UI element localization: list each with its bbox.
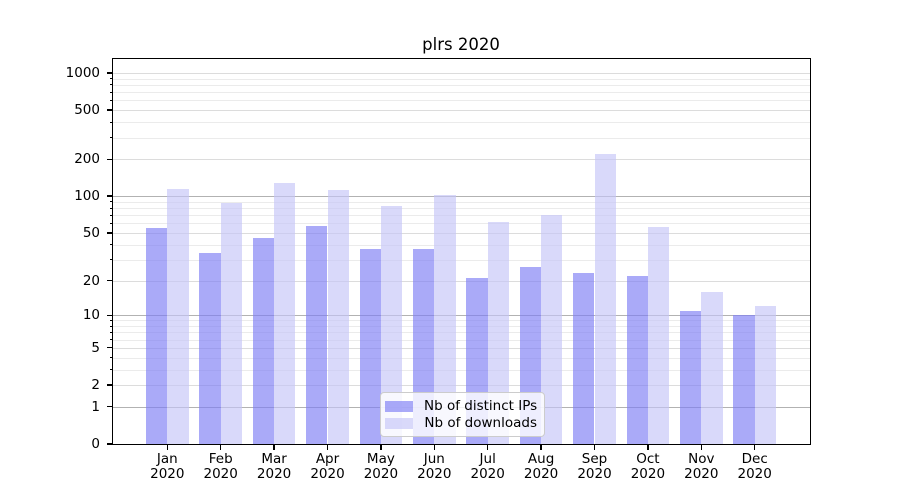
gridline-minor-9 — [113, 320, 810, 322]
x-tick-label-jun: Jun 2020 — [417, 451, 452, 482]
x-tickmark-jul — [487, 445, 489, 450]
gridline-minor-4 — [113, 357, 810, 359]
bar-distinct-ips-nov — [679, 310, 702, 444]
gridline-minor-600 — [113, 100, 810, 102]
bar-distinct-ips-jan — [145, 227, 168, 444]
bar-downloads-jul — [487, 222, 510, 444]
x-tickmark-may — [380, 445, 382, 450]
gridline-20 — [113, 280, 810, 282]
x-tick-label-nov: Nov 2020 — [684, 451, 719, 482]
legend: Nb of distinct IPs Nb of downloads — [380, 392, 545, 437]
bar-distinct-ips-sep — [573, 273, 595, 444]
y-tick-label-20: 20 — [82, 272, 100, 289]
gridline-minor-700 — [113, 92, 810, 94]
bar-distinct-ips-apr — [306, 225, 328, 444]
y-tick-label-50: 50 — [82, 224, 100, 241]
x-tickmark-oct — [647, 445, 649, 450]
legend-label-distinct-ips: Nb of distinct IPs — [424, 398, 538, 414]
gridline-500 — [113, 110, 810, 112]
y-tick-label-10: 10 — [82, 307, 100, 324]
x-tick-label-oct: Oct 2020 — [630, 451, 666, 482]
gridline-minor-3 — [113, 369, 810, 371]
x-tick-label-jan: Jan 2020 — [150, 451, 185, 482]
bar-downloads-mar — [274, 182, 296, 444]
gridline-minor-60 — [113, 223, 810, 225]
bar-downloads-oct — [647, 226, 670, 444]
bar-downloads-may — [380, 206, 403, 444]
legend-row-downloads: Nb of downloads — [385, 416, 537, 430]
x-tickmark-aug — [540, 445, 542, 450]
legend-swatch-downloads — [385, 417, 413, 429]
x-tick-label-aug: Aug 2020 — [523, 451, 559, 482]
x-tick-label-may: May 2020 — [363, 451, 399, 482]
gridline-minor-8 — [113, 326, 810, 327]
bar-downloads-sep — [594, 153, 616, 444]
gridline-minor-800 — [113, 84, 810, 86]
gridline-2 — [113, 385, 810, 386]
legend-row-distinct-ips: Nb of distinct IPs — [385, 399, 537, 413]
bar-downloads-apr — [327, 190, 349, 444]
bar-downloads-feb — [220, 202, 243, 444]
y-tick-label-1: 1 — [91, 398, 100, 415]
bar-downloads-dec — [754, 306, 777, 444]
x-tickmark-nov — [700, 445, 702, 450]
y-tick-label-1000: 1000 — [65, 64, 100, 81]
x-tickmark-sep — [593, 445, 596, 450]
gridline-1000 — [113, 72, 810, 74]
x-tick-label-feb: Feb 2020 — [203, 451, 238, 482]
bar-downloads-jun — [434, 195, 456, 444]
x-tickmark-jun — [433, 445, 435, 450]
bar-downloads-aug — [541, 215, 563, 444]
gridline-100 — [113, 196, 810, 198]
gridline-minor-30 — [113, 259, 810, 261]
gridline-200 — [113, 159, 810, 161]
bar-distinct-ips-may — [359, 248, 381, 444]
x-tickmark-dec — [754, 445, 756, 450]
x-tick-label-jul: Jul 2020 — [470, 451, 505, 482]
gridline-minor-300 — [113, 137, 810, 139]
gridline-minor-90 — [113, 201, 810, 203]
plot-area — [113, 59, 810, 444]
bar-distinct-ips-mar — [252, 238, 275, 444]
bar-distinct-ips-feb — [199, 253, 221, 444]
gridline-minor-70 — [113, 215, 810, 217]
x-tickmark-jan — [166, 445, 168, 450]
gridline-minor-40 — [113, 244, 810, 246]
legend-label-downloads: Nb of downloads — [424, 415, 537, 431]
x-tickmark-feb — [220, 445, 222, 450]
x-tick-label-apr: Apr 2020 — [310, 451, 345, 482]
x-tick-label-dec: Dec 2020 — [737, 451, 772, 482]
bar-downloads-jan — [167, 188, 189, 444]
gridline-10 — [113, 315, 810, 317]
x-tickmark-mar — [273, 445, 275, 450]
x-tick-label-mar: Mar 2020 — [256, 451, 292, 482]
legend-swatch-distinct-ips — [385, 400, 413, 412]
y-tick-label-5: 5 — [91, 339, 100, 356]
x-tickmark-apr — [326, 445, 329, 450]
y-tick-label-0: 0 — [91, 436, 100, 452]
y-tick-label-2: 2 — [91, 377, 100, 393]
bar-distinct-ips-dec — [733, 315, 755, 444]
gridline-minor-6 — [113, 339, 810, 341]
gridline-minor-900 — [113, 78, 810, 80]
gridline-minor-400 — [113, 122, 810, 124]
y-tick-label-100: 100 — [74, 188, 100, 205]
gridline-minor-80 — [113, 208, 810, 210]
y-tick-label-500: 500 — [74, 102, 100, 119]
gridline-minor-7 — [113, 332, 810, 334]
chart-title: plrs 2020 — [422, 35, 500, 54]
gridline-5 — [113, 347, 810, 349]
gridline-50 — [113, 232, 810, 234]
x-tick-label-sep: Sep 2020 — [577, 451, 612, 482]
bar-distinct-ips-oct — [626, 275, 648, 444]
bar-downloads-nov — [701, 291, 723, 444]
y-tick-label-200: 200 — [74, 151, 100, 168]
